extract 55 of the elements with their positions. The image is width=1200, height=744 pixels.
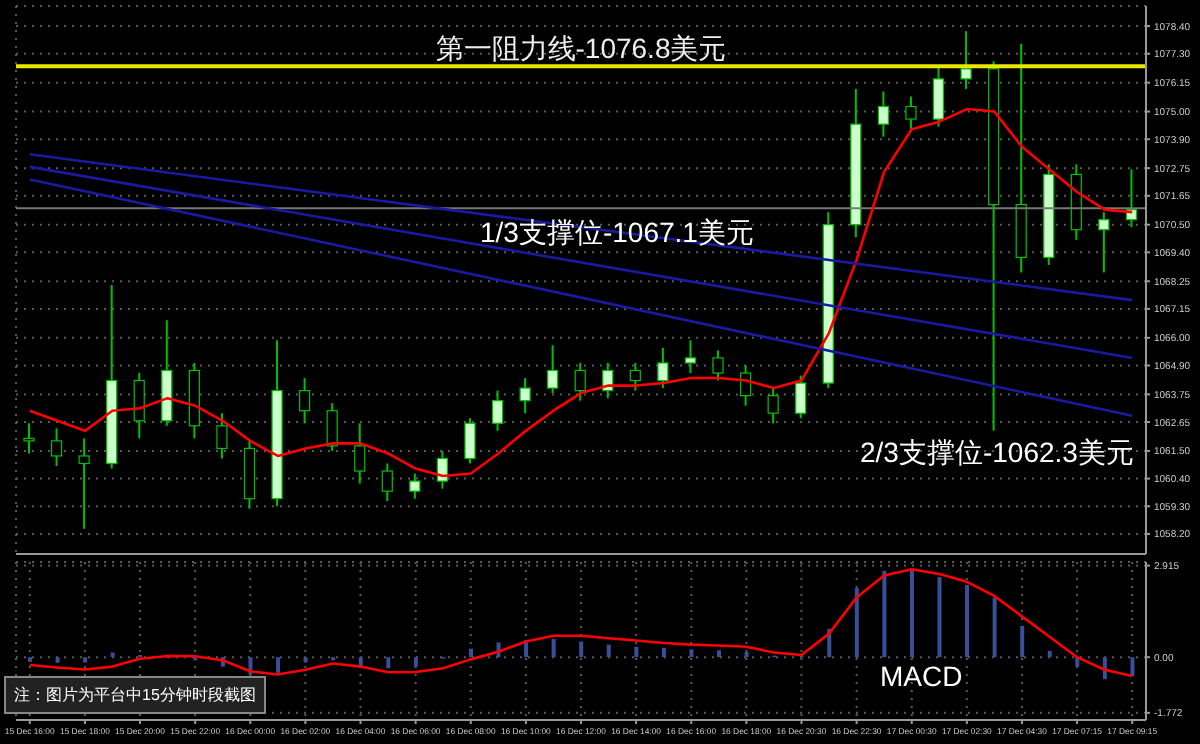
candlestick — [354, 422, 366, 485]
candlestick — [767, 387, 779, 425]
bar — [110, 652, 115, 658]
candlestick — [23, 422, 35, 455]
candlestick — [877, 90, 889, 138]
candlestick — [381, 462, 393, 503]
bar — [937, 577, 942, 658]
bar — [854, 588, 859, 658]
bar — [744, 651, 749, 658]
candlestick — [1098, 211, 1110, 274]
bar — [1020, 625, 1025, 658]
bar — [606, 644, 611, 658]
bar — [386, 657, 391, 669]
bar — [882, 570, 887, 658]
candlestick — [464, 417, 476, 465]
bar — [1130, 657, 1135, 677]
candlestick — [299, 377, 311, 425]
candlestick — [629, 361, 641, 392]
bar — [551, 638, 556, 658]
bar — [689, 649, 694, 658]
candlestick — [657, 346, 669, 390]
candlestick — [960, 30, 972, 90]
candlestick — [50, 427, 63, 468]
bar — [634, 646, 639, 658]
candlestick — [326, 402, 338, 452]
bar — [717, 650, 722, 658]
bar — [1047, 650, 1052, 658]
candlestick — [216, 412, 228, 460]
bar — [992, 597, 997, 658]
candlestick — [491, 389, 504, 432]
candlestick — [712, 349, 724, 382]
bar — [276, 657, 281, 673]
ref-line-label: 第一阻力线-1076.8美元 — [435, 32, 727, 65]
annotation: 2/3支撑位-1062.3美元 — [860, 436, 1134, 472]
annotation: 注：图片为平台中15分钟时段截图 — [4, 676, 266, 714]
bar — [83, 657, 88, 663]
bar — [579, 641, 584, 658]
candlestick — [409, 472, 421, 500]
candlestick — [905, 95, 917, 133]
candlestick — [684, 339, 697, 375]
bar — [55, 657, 60, 663]
bar — [468, 648, 473, 658]
candlestick — [133, 372, 145, 440]
bar — [413, 657, 418, 667]
candlestick — [519, 377, 531, 415]
candlestick — [574, 361, 586, 402]
bar — [965, 584, 970, 658]
candlestick — [932, 65, 945, 128]
bar — [303, 657, 308, 663]
bar — [661, 647, 666, 658]
candlestick — [78, 437, 90, 530]
candlestick — [795, 374, 807, 420]
candlestick — [547, 344, 559, 395]
bar — [909, 569, 914, 658]
annotation: MACD — [880, 660, 963, 692]
